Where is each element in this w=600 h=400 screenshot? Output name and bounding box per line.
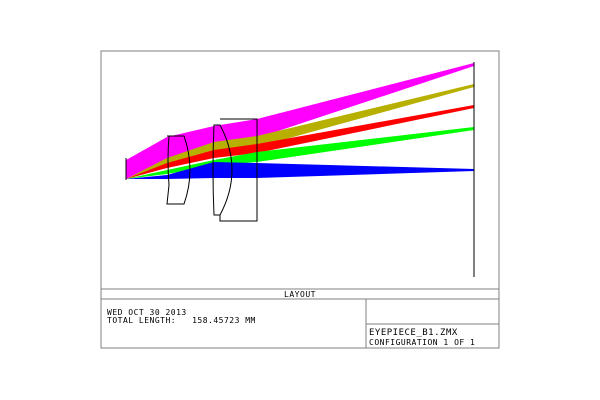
plot-frame xyxy=(100,50,500,349)
ray-bundle-field3 xyxy=(126,105,474,179)
configuration-label: CONFIGURATION 1 OF 1 xyxy=(369,338,476,347)
ray-bundle-field1 xyxy=(126,63,474,179)
lens-2-front xyxy=(212,124,233,216)
date-label: WED OCT 30 2013 xyxy=(107,308,187,317)
plot-title: LAYOUT xyxy=(284,290,316,299)
lens-2-rear xyxy=(219,118,258,222)
lens-1 xyxy=(166,135,191,205)
lens-elements xyxy=(125,62,475,277)
ray-bundle-field2 xyxy=(126,84,474,179)
file-name-label: EYEPIECE_B1.ZMX xyxy=(369,328,458,338)
total-length-label: TOTAL LENGTH: 158.45723 MM xyxy=(107,316,256,325)
